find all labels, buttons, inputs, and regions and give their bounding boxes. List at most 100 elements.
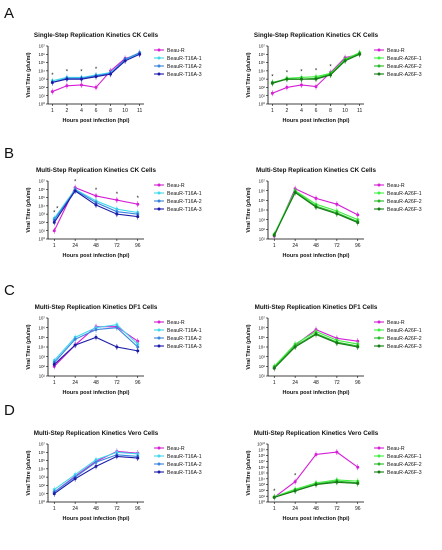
y-tick-label: 10⁷ (259, 459, 266, 464)
y-tick-label: 10² (39, 364, 46, 369)
legend-swatch-marker (377, 191, 381, 195)
legend-swatch-marker (157, 183, 161, 187)
x-tick-label: 11 (137, 108, 142, 114)
legend-swatch-marker (377, 462, 381, 466)
legend-label: BeauR-T16A-3 (167, 72, 202, 78)
legend-label: Beau-R (387, 446, 405, 452)
y-tick-label: 10⁷ (39, 44, 46, 49)
data-point (94, 464, 98, 468)
significance-marker: * (74, 180, 77, 186)
y-tick-label: 10⁶ (258, 325, 265, 330)
y-tick-label: 10¹ (259, 93, 266, 98)
chart-d-left: Multi-Step Replication Kinetics Vero Cel… (26, 430, 202, 522)
data-point (314, 77, 318, 81)
x-tick-label: 10 (122, 108, 128, 114)
significance-marker: * (53, 210, 56, 216)
data-point (52, 220, 56, 224)
y-tick-label: 10¹ (39, 491, 46, 496)
legend-label: Beau-R (387, 48, 405, 54)
data-point (94, 203, 98, 207)
charts: Single-Step Replication Kinetics CK Cell… (26, 32, 422, 522)
y-axis-label: Viral Titre (pfu/ml) (26, 187, 32, 232)
legend-label: BeauR-A26F-3 (387, 72, 422, 78)
series-line (273, 332, 358, 368)
y-tick-label: 10¹ (259, 374, 266, 379)
x-tick-label: 24 (72, 380, 78, 386)
legend-label: BeauR-T16A-3 (167, 207, 202, 213)
x-tick-label: 48 (313, 506, 319, 512)
data-point (109, 72, 113, 76)
data-point (50, 80, 54, 84)
data-point (299, 83, 303, 87)
data-point (314, 332, 318, 336)
y-axis-label: Viral Titre (pfu/ml) (246, 450, 252, 495)
data-point (314, 196, 318, 200)
legend-label: BeauR-T16A-3 (167, 470, 202, 476)
data-point (314, 85, 318, 89)
y-tick-label: 10³ (39, 354, 46, 359)
data-point (314, 483, 318, 487)
data-point (52, 229, 56, 233)
legend-label: BeauR-A26F-1 (387, 56, 422, 62)
legend-swatch-marker (377, 72, 381, 76)
x-tick-label: 96 (135, 506, 141, 512)
data-point (115, 345, 119, 349)
data-point (79, 83, 83, 87)
x-tick-label: 4 (80, 108, 83, 114)
data-point (115, 326, 119, 330)
x-tick-label: 2 (286, 108, 289, 114)
y-tick-label: 10³ (259, 217, 266, 222)
significance-marker: * (286, 70, 289, 76)
x-tick-label: 11 (357, 108, 362, 114)
legend-label: BeauR-A26F-3 (387, 207, 422, 213)
data-point (314, 452, 318, 456)
x-tick-label: 24 (292, 506, 298, 512)
significance-marker: * (66, 69, 69, 75)
data-point (50, 90, 54, 94)
x-tick-label: 24 (72, 506, 78, 512)
data-point (293, 191, 297, 195)
panel-letter-b: B (4, 145, 14, 162)
y-tick-label: 10⁵ (38, 60, 45, 65)
data-point (293, 489, 297, 493)
data-point (335, 212, 339, 216)
legend-swatch-marker (377, 199, 381, 203)
chart-title: Multi-Step Replication Kinetics Vero Cel… (254, 430, 379, 437)
y-tick-label: 10⁰ (258, 500, 265, 505)
data-point (272, 366, 276, 370)
legend-label: Beau-R (167, 320, 185, 326)
y-tick-label: 10⁴ (38, 68, 45, 73)
data-point (73, 189, 77, 193)
data-point (356, 213, 360, 217)
y-tick-label: 10⁰ (38, 500, 45, 505)
legend-swatch-marker (157, 191, 161, 195)
y-tick-label: 10⁹ (258, 447, 265, 452)
legend-swatch-marker (157, 344, 161, 348)
chart-d-right: Multi-Step Replication Kinetics Vero Cel… (246, 430, 422, 522)
y-tick-label: 10³ (259, 77, 266, 82)
y-tick-label: 10⁵ (258, 335, 265, 340)
legend-swatch-marker (157, 64, 161, 68)
y-tick-label: 10² (39, 220, 46, 225)
legend-swatch-marker (157, 336, 161, 340)
x-axis-label: Hours post infection (hpi) (283, 390, 350, 396)
data-point (94, 328, 98, 332)
series-line (273, 451, 359, 498)
significance-marker: * (300, 69, 303, 75)
legend-label: BeauR-A26F-2 (387, 199, 422, 205)
y-tick-label: 10⁶ (38, 187, 45, 192)
data-point (356, 221, 360, 225)
legend-label: BeauR-A26F-1 (387, 454, 422, 460)
x-tick-label: 48 (93, 506, 99, 512)
legend-swatch-marker (377, 454, 381, 458)
y-tick-label: 10⁷ (259, 44, 266, 49)
legend-label: BeauR-A26F-2 (387, 336, 422, 342)
significance-marker: * (95, 188, 98, 194)
y-tick-label: 10¹ (39, 93, 46, 98)
data-point (94, 335, 98, 339)
legend-label: Beau-R (167, 183, 185, 189)
data-point (94, 194, 98, 198)
x-tick-label: 2 (66, 108, 69, 114)
x-tick-label: 96 (355, 243, 361, 249)
y-tick-label: 10⁷ (39, 442, 46, 447)
